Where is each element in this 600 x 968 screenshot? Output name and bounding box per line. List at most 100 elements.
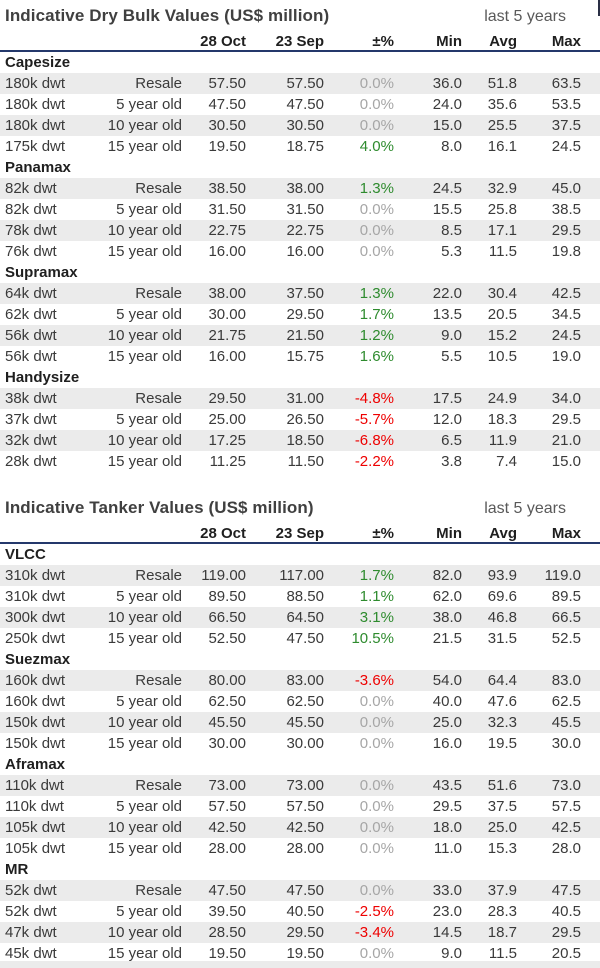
vessel-age-cell: 5 year old [116,306,182,323]
avg-value-cell: 16.1 [487,138,517,155]
column-header: Avg [462,28,517,52]
row-spacer-cell [581,733,600,754]
current-value-cell: 47.50 [208,96,246,113]
vessel-age-cell: Resale [90,670,182,691]
avg-value-cell: 32.3 [462,712,517,733]
previous-value-cell: 88.50 [286,588,324,605]
avg-value-cell: 64.4 [462,670,517,691]
min-value-cell: 82.0 [394,565,462,586]
avg-value-cell: 11.9 [462,430,517,451]
percent-change-cell: 0.0% [359,945,394,962]
vessel-size-cell: 250k dwt [5,630,66,647]
max-value-cell: 19.0 [551,348,581,365]
vessel-age-cell: 10 year old [90,115,182,136]
table-row: 38k dwt Resale 29.50 31.00 -4.8% 17.5 24.9 34.0 [0,388,600,409]
previous-value-cell: 40.50 [286,903,324,920]
max-value-cell: 24.5 [551,138,581,155]
max-value-cell: 47.5 [517,880,581,901]
table-row: 37k dwt 5 year old 25.00 26.50 -5.7% 12.0 18.3… [0,409,600,430]
previous-value-cell: 117.00 [246,565,324,586]
row-spacer-cell [581,178,600,199]
previous-value-cell: 47.50 [286,630,324,647]
vessel-size-cell: 82k dwt [5,201,57,218]
current-value-cell: 45.50 [182,712,246,733]
group-row: Handysize [0,367,600,388]
vessel-age-cell: 15 year old [107,840,182,857]
current-value-cell: 89.50 [208,588,246,605]
min-value-cell: 22.0 [394,283,462,304]
percent-change-cell: 1.3% [324,283,394,304]
min-value-cell: 33.0 [394,880,462,901]
avg-value-cell: 31.5 [487,630,517,647]
group-label: VLCC [0,543,600,565]
period-label: last 5 years [484,500,566,517]
current-value-cell: 22.75 [182,220,246,241]
column-header-row: 28 Oct 23 Sep ±% Min Avg Max [0,28,600,52]
group-label: Handysize [0,367,600,388]
column-header: Avg [462,520,517,544]
min-value-cell: 38.0 [394,607,462,628]
right-spacer [581,28,600,52]
page-title: Indicative Dry Bulk Values (US$ million) [5,6,330,25]
current-value-cell: 38.50 [182,178,246,199]
percent-change-cell: -2.2% [354,453,394,470]
dry-bulk-table-body: Capesize 180k dwt Resale 57.50 57.50 0.0% 36.0… [0,51,600,472]
min-value-cell: 54.0 [394,670,462,691]
row-spacer-cell [581,775,600,796]
previous-value-cell: 16.00 [286,243,324,260]
vessel-size-cell: 180k dwt [0,73,90,94]
max-value-cell: 30.0 [551,735,581,752]
group-row: Suezmax [0,649,600,670]
percent-change-cell: 0.0% [359,693,394,710]
previous-value-cell: 57.50 [286,798,324,815]
table-row: 110k dwt Resale 73.00 73.00 0.0% 43.5 51.6 73.0 [0,775,600,796]
current-value-cell: 17.25 [182,430,246,451]
current-value-cell: 29.50 [182,388,246,409]
avg-value-cell: 20.5 [487,306,517,323]
table-row: 32k dwt 10 year old 17.25 18.50 -6.8% 6.5 11.9… [0,430,600,451]
percent-change-cell: 0.0% [359,840,394,857]
min-value-cell: 12.0 [432,411,462,428]
group-label: Panamax [0,157,600,178]
vessel-size-cell: 300k dwt [0,607,90,628]
table-row: 82k dwt Resale 38.50 38.00 1.3% 24.5 32.9 45.0 [0,178,600,199]
percent-change-cell: 0.0% [324,220,394,241]
tanker-title-row: Indicative Tanker Values (US$ million) l… [0,492,600,520]
table-row: 310k dwt 5 year old 89.50 88.50 1.1% 62.0 69.6… [0,586,600,607]
vessel-size-cell: 38k dwt [0,388,90,409]
vessel-age-cell: 15 year old [107,243,182,260]
previous-value-cell: 18.50 [246,430,324,451]
avg-value-cell: 93.9 [462,565,517,586]
previous-value-cell: 83.00 [246,670,324,691]
max-value-cell: 29.5 [517,922,581,943]
previous-value-cell: 30.50 [246,115,324,136]
previous-value-cell: 31.00 [246,388,324,409]
percent-change-cell: 4.0% [359,138,394,155]
column-header: Min [394,520,462,544]
previous-value-cell: 11.50 [287,453,324,470]
percent-change-cell: -6.8% [324,430,394,451]
table-row: 28k dwt 15 year old 11.25 11.50 -2.2% 3.8 7.4 1… [0,451,600,472]
min-value-cell: 17.5 [394,388,462,409]
previous-value-cell: 57.50 [246,73,324,94]
vessel-size-cell: 47k dwt [0,922,90,943]
current-value-cell: 52.50 [208,630,246,647]
previous-value-cell: 64.50 [246,607,324,628]
column-header: ±% [324,28,394,52]
min-value-cell: 15.5 [432,201,462,218]
min-value-cell: 62.0 [432,588,462,605]
vessel-size-cell: 180k dwt [5,96,66,113]
max-value-cell: 57.5 [551,798,581,815]
size-header-spacer [0,520,90,544]
group-label: MR [0,859,600,880]
min-value-cell: 9.0 [394,325,462,346]
table-row: 110k dwt 5 year old 57.50 57.50 0.0% 29.5 37.5… [0,796,600,817]
table-row: 64k dwt Resale 38.00 37.50 1.3% 22.0 30.4 42.5 [0,283,600,304]
row-spacer-cell [581,586,600,607]
previous-value-cell: 37.50 [246,283,324,304]
vessel-age-cell: Resale [90,880,182,901]
max-value-cell: 42.5 [517,817,581,838]
vessel-age-cell: Resale [90,388,182,409]
percent-change-cell: 3.1% [324,607,394,628]
percent-change-cell: -2.5% [354,903,394,920]
